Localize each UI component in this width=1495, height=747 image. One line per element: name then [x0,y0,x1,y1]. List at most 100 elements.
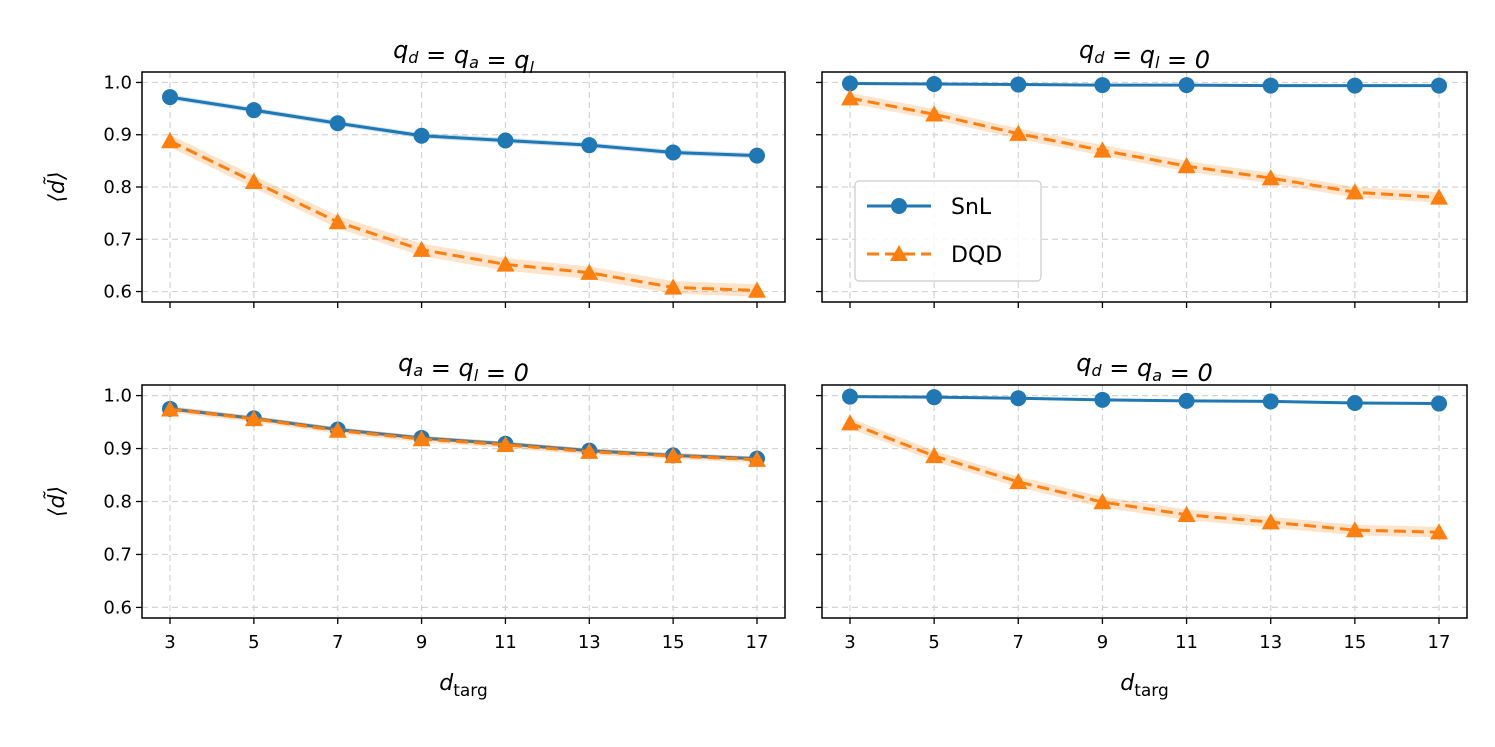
y-tick-label: 0.6 [103,597,132,618]
legend-marker [890,245,908,261]
series-dqd [161,400,766,467]
legend-label-dqd: DQD [951,243,1002,268]
x-tick-label: 9 [1097,632,1108,653]
data-point [1346,395,1363,412]
panel-title: qd = ql = 0 [1079,36,1210,74]
y-tick-label: 0.8 [103,177,132,198]
y-tick-label: 0.9 [103,125,132,146]
title-subscript: a [413,361,423,380]
x-tick-label: 11 [494,632,517,653]
x-tick-label: 5 [248,632,259,653]
series-dqd [841,89,1448,205]
series-line [849,395,1440,406]
title-subscript: l [474,366,479,385]
data-point [1010,76,1027,93]
data-point [1346,77,1363,94]
x-tick-label: 11 [1175,632,1198,653]
panel-title: qa = ql = 0 [398,349,529,387]
data-point [841,89,859,106]
data-point [161,400,179,417]
data-point [1094,77,1111,94]
x-axis-label: dtarg [439,671,488,701]
title-text: = q [1104,41,1155,69]
y-axis-label: ⟨d̃⟩ [44,171,70,202]
data-point [664,278,683,295]
data-point [1345,521,1364,538]
series-line [169,139,758,292]
series-line [849,421,1440,534]
x-tick-label: 9 [416,632,427,653]
title-text: = q [418,41,469,69]
data-point [1262,77,1279,94]
legend: SnL DQD [854,180,1042,282]
title-text: = q [479,46,530,74]
panel-title: qd = qa = ql [393,36,534,77]
data-point [162,89,178,106]
data-point [1178,77,1195,94]
y-tick-label: 0.9 [103,439,132,460]
title-subscript: l [1155,53,1160,72]
data-point [1261,513,1280,530]
x-tick-label: 13 [578,632,601,653]
data-point [748,450,766,467]
x-axis-label: dtarg [1120,671,1169,701]
title-text: q [393,36,408,64]
data-point [749,147,765,164]
x-label-main: d [439,671,454,696]
y-tick-label: 0.8 [103,492,132,513]
title-text: = 0 [478,359,529,387]
data-point [1261,169,1280,186]
y-tick-label: 1.0 [103,386,132,407]
data-point [1093,493,1112,510]
series-dqd [841,414,1448,540]
data-point [580,442,599,459]
y-tick-label: 0.6 [103,282,132,303]
title-text: = 0 [1159,46,1210,74]
y-axis-label: ⟨d̃⟩ [44,486,70,517]
data-point [925,446,944,464]
legend-label-snl: SnL [951,195,992,220]
data-point [1431,395,1447,412]
legend-marker [891,198,907,214]
data-point [842,75,858,92]
x-tick-label: 15 [1343,632,1366,653]
title-subscript: d [1094,48,1105,67]
data-point [497,132,514,149]
data-point [245,102,262,119]
title-subscript: d [408,48,419,67]
confidence-band [170,94,757,159]
series-line [169,95,758,158]
series-snl [162,89,765,164]
confidence-band [850,417,1439,538]
series-snl [842,388,1447,412]
data-point [926,389,943,406]
data-point [1093,141,1112,158]
x-tick-label: 3 [844,632,855,653]
x-tick-label: 3 [164,632,175,653]
series-snl [842,75,1447,94]
title-subscript: d [1092,361,1103,380]
title-text: q [398,349,413,377]
panel-1: 0.60.70.80.91.0qd = qa = ql⟨d̃⟩ [44,36,786,308]
panel-3: 0.6 0.7 0.8 0.9 1.0 3 5 7 9 11 13 15 17 qa = ql = 0 ⟨d… [44,349,786,701]
series-line [849,82,1439,88]
data-point [1177,505,1196,522]
x-tick-label: 15 [662,632,685,653]
title-text: = q [423,354,474,382]
data-point [328,213,347,230]
panel-2: qd = ql = 0 SnL DQD [816,36,1468,308]
x-label-sub: targ [453,681,488,701]
data-point [1430,523,1448,540]
data-point [244,409,263,427]
data-point [925,105,944,122]
data-point [1345,183,1364,200]
data-point [580,263,599,280]
title-text: q [1076,349,1091,377]
data-point [748,281,766,298]
data-point [496,255,515,272]
data-point [496,435,515,453]
data-point [926,76,943,93]
title-text: q [1079,36,1094,64]
title-subscript: a [469,53,479,72]
